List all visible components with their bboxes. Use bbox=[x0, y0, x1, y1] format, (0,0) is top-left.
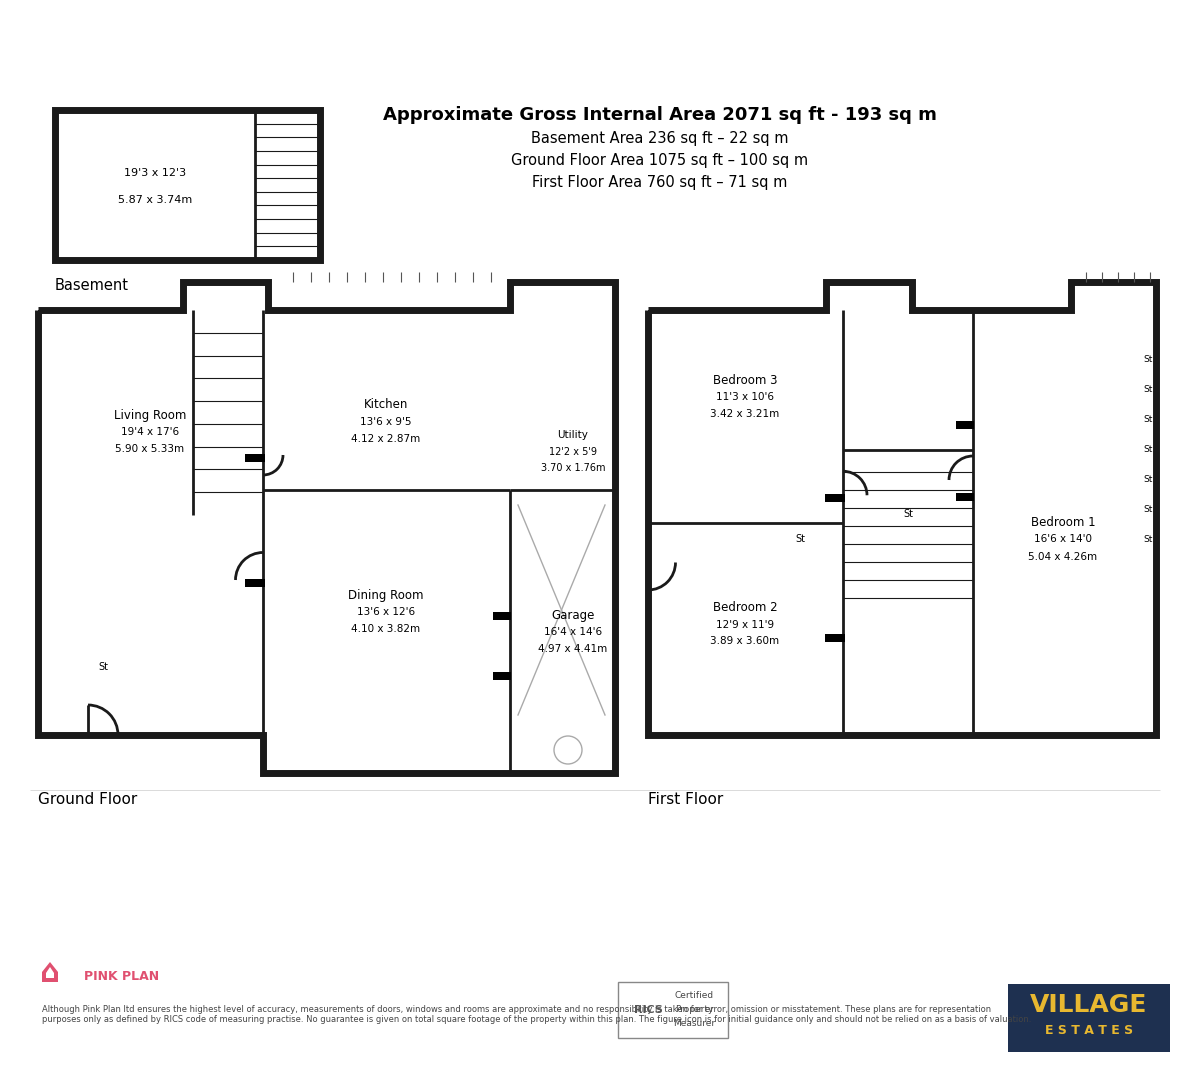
Text: Certified: Certified bbox=[674, 991, 713, 1000]
Text: 4.10 x 3.82m: 4.10 x 3.82m bbox=[351, 624, 420, 634]
Text: PINK PLAN: PINK PLAN bbox=[85, 970, 160, 983]
Text: 19'4 x 17'6: 19'4 x 17'6 bbox=[121, 427, 179, 437]
Bar bbox=[245, 454, 266, 462]
Bar bbox=[956, 421, 974, 429]
Text: 5.90 x 5.33m: 5.90 x 5.33m bbox=[116, 444, 185, 454]
Text: First Floor Area 760 sq ft – 71 sq m: First Floor Area 760 sq ft – 71 sq m bbox=[532, 175, 787, 189]
Text: Ground Floor: Ground Floor bbox=[38, 793, 137, 808]
Bar bbox=[245, 579, 266, 588]
Text: Although Pink Plan ltd ensures the highest level of accuracy, measurements of do: Although Pink Plan ltd ensures the highe… bbox=[42, 1005, 1031, 1025]
Text: 13'6 x 9'5: 13'6 x 9'5 bbox=[360, 417, 412, 427]
Text: Garage: Garage bbox=[551, 608, 594, 621]
Text: St: St bbox=[1143, 536, 1153, 544]
Text: St: St bbox=[1143, 445, 1153, 455]
Bar bbox=[618, 982, 728, 1038]
Bar bbox=[825, 634, 844, 642]
Text: 3.70 x 1.76m: 3.70 x 1.76m bbox=[541, 463, 605, 473]
Text: 4.97 x 4.41m: 4.97 x 4.41m bbox=[538, 644, 607, 654]
Text: St: St bbox=[903, 509, 913, 519]
Text: Approximate Gross Internal Area 2071 sq ft - 193 sq m: Approximate Gross Internal Area 2071 sq … bbox=[384, 106, 937, 124]
Text: Bedroom 2: Bedroom 2 bbox=[712, 600, 778, 615]
Text: 12'9 x 11'9: 12'9 x 11'9 bbox=[716, 620, 774, 630]
Polygon shape bbox=[42, 962, 58, 982]
Text: 13'6 x 12'6: 13'6 x 12'6 bbox=[357, 607, 414, 617]
Text: 4.12 x 2.87m: 4.12 x 2.87m bbox=[351, 434, 420, 444]
Text: St: St bbox=[98, 662, 108, 672]
Text: St: St bbox=[1143, 416, 1153, 424]
Bar bbox=[956, 494, 974, 501]
Text: St: St bbox=[1143, 355, 1153, 365]
Bar bbox=[55, 110, 320, 260]
Text: 19'3 x 12'3: 19'3 x 12'3 bbox=[124, 168, 186, 178]
Text: St: St bbox=[1143, 505, 1153, 514]
Text: Property: Property bbox=[675, 1005, 713, 1014]
Text: E S T A T E S: E S T A T E S bbox=[1045, 1025, 1133, 1038]
Text: Bedroom 3: Bedroom 3 bbox=[712, 374, 778, 387]
Bar bbox=[493, 612, 511, 620]
Text: Utility: Utility bbox=[557, 430, 588, 440]
Polygon shape bbox=[46, 967, 54, 978]
Text: St: St bbox=[1143, 386, 1153, 394]
Text: Dining Room: Dining Room bbox=[348, 589, 424, 602]
Text: Basement: Basement bbox=[55, 278, 129, 293]
Text: St: St bbox=[1143, 475, 1153, 485]
Text: RICS: RICS bbox=[634, 1005, 662, 1015]
Text: Measurer: Measurer bbox=[673, 1020, 715, 1028]
Text: 5.04 x 4.26m: 5.04 x 4.26m bbox=[1029, 552, 1098, 562]
Bar bbox=[825, 495, 844, 502]
Text: 16'4 x 14'6: 16'4 x 14'6 bbox=[544, 627, 603, 637]
Text: VILLAGE: VILLAGE bbox=[1030, 993, 1148, 1017]
Text: 16'6 x 14'0: 16'6 x 14'0 bbox=[1034, 535, 1092, 544]
Text: First Floor: First Floor bbox=[648, 793, 723, 808]
Text: Basement Area 236 sq ft – 22 sq m: Basement Area 236 sq ft – 22 sq m bbox=[531, 131, 788, 146]
Text: 3.42 x 3.21m: 3.42 x 3.21m bbox=[710, 409, 780, 419]
Text: 11'3 x 10'6: 11'3 x 10'6 bbox=[716, 392, 774, 402]
Text: Ground Floor Area 1075 sq ft – 100 sq m: Ground Floor Area 1075 sq ft – 100 sq m bbox=[511, 152, 809, 167]
Bar bbox=[1008, 984, 1170, 1052]
Text: Bedroom 1: Bedroom 1 bbox=[1030, 516, 1096, 529]
Text: St: St bbox=[796, 535, 805, 544]
Text: 3.89 x 3.60m: 3.89 x 3.60m bbox=[711, 636, 780, 647]
Bar bbox=[493, 672, 511, 680]
Text: 5.87 x 3.74m: 5.87 x 3.74m bbox=[118, 195, 192, 205]
Text: Kitchen: Kitchen bbox=[363, 399, 409, 411]
Text: 12'2 x 5'9: 12'2 x 5'9 bbox=[549, 447, 597, 457]
Text: Living Room: Living Room bbox=[114, 408, 186, 421]
